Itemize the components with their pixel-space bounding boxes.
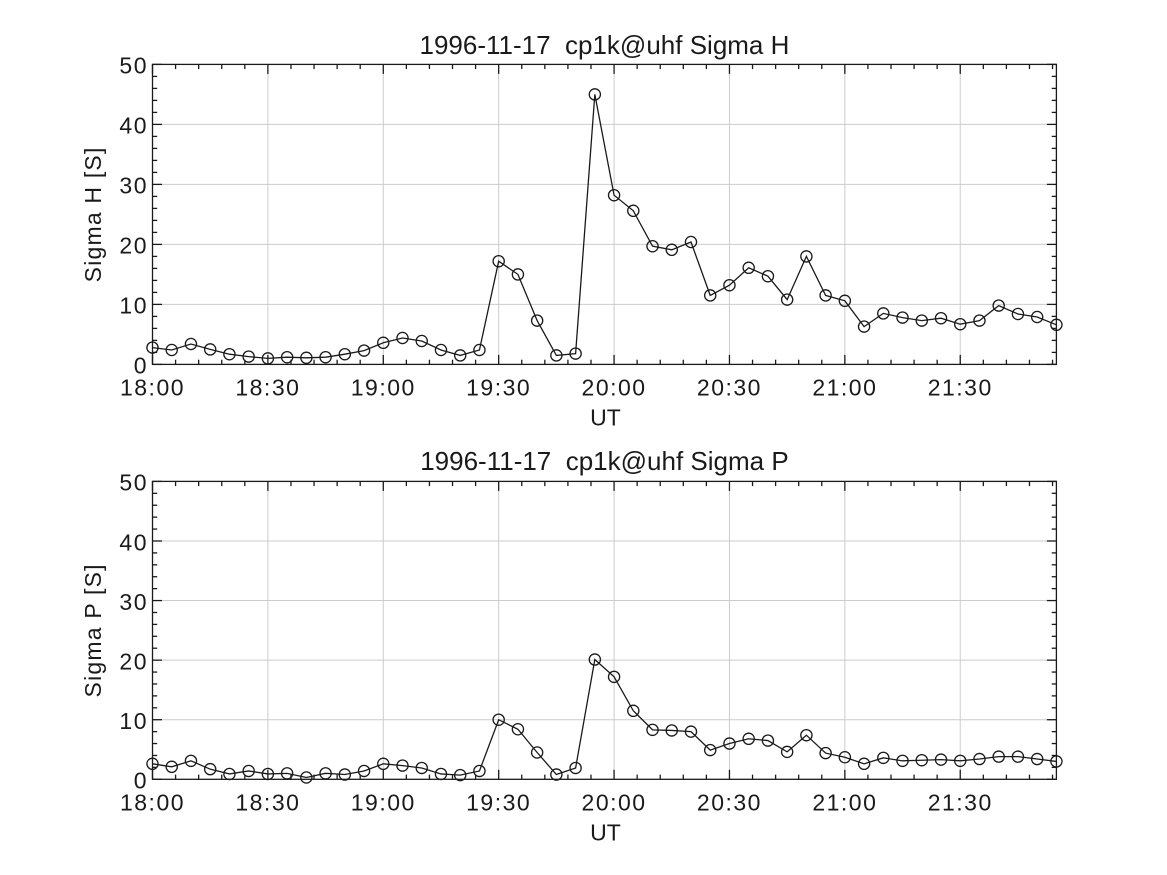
svg-text:40: 40 [119, 529, 148, 555]
svg-text:10: 10 [119, 293, 148, 319]
svg-text:21:30: 21:30 [928, 374, 993, 400]
svg-text:20: 20 [119, 648, 148, 674]
svg-text:21:00: 21:00 [812, 374, 877, 400]
svg-text:20:00: 20:00 [582, 374, 647, 400]
svg-text:19:30: 19:30 [466, 789, 531, 815]
svg-text:18:30: 18:30 [235, 374, 300, 400]
svg-text:UT: UT [590, 404, 621, 430]
svg-text:20:30: 20:30 [697, 374, 762, 400]
svg-text:10: 10 [119, 708, 148, 734]
svg-text:Sigma P [S]: Sigma P [S] [80, 563, 106, 697]
svg-text:50: 50 [119, 53, 148, 79]
svg-text:40: 40 [119, 113, 148, 139]
svg-text:20:00: 20:00 [582, 789, 647, 815]
svg-text:1996-11-17 cp1k@uhf Sigma H: 1996-11-17 cp1k@uhf Sigma H [420, 30, 790, 60]
svg-text:19:00: 19:00 [351, 789, 416, 815]
svg-text:21:30: 21:30 [928, 789, 993, 815]
svg-text:0: 0 [134, 353, 148, 379]
svg-text:18:00: 18:00 [120, 374, 185, 400]
svg-text:Sigma H [S]: Sigma H [S] [80, 146, 106, 282]
svg-text:0: 0 [134, 768, 148, 794]
svg-text:19:30: 19:30 [466, 374, 531, 400]
svg-text:19:00: 19:00 [351, 374, 416, 400]
svg-text:18:30: 18:30 [235, 789, 300, 815]
svg-text:30: 30 [119, 589, 148, 615]
svg-text:18:00: 18:00 [120, 789, 185, 815]
svg-text:1996-11-17 cp1k@uhf Sigma P: 1996-11-17 cp1k@uhf Sigma P [420, 446, 788, 476]
svg-text:21:00: 21:00 [812, 789, 877, 815]
svg-text:UT: UT [590, 819, 621, 845]
svg-text:20: 20 [119, 233, 148, 259]
svg-text:50: 50 [119, 470, 148, 496]
svg-text:20:30: 20:30 [697, 789, 762, 815]
svg-text:30: 30 [119, 173, 148, 199]
